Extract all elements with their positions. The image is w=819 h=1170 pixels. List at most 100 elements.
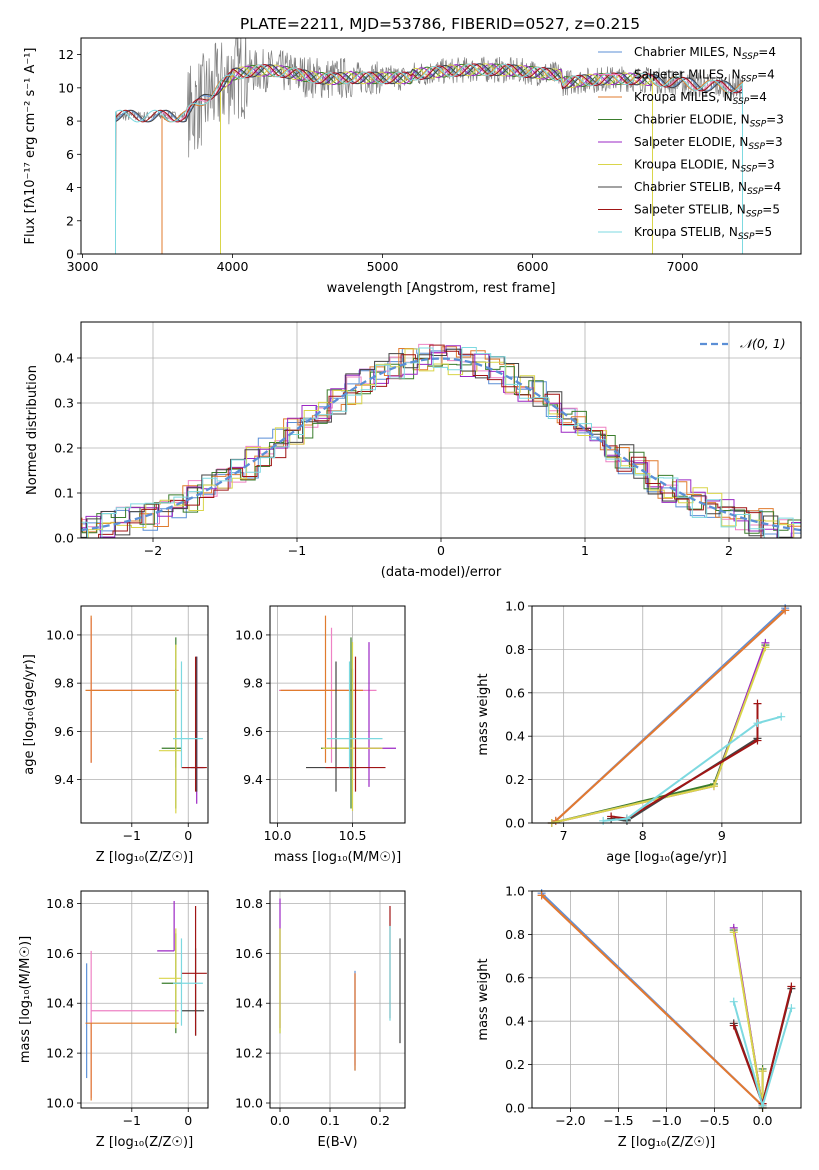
y-tick-label: 9.6 [243,724,263,739]
mass-weight-vs-age-panel: 7 8 9 0.0 0.2 0.4 0.6 0.8 1.0 age [log₁₀(age/yr)]… [476,599,802,865]
axes-frame [80,890,209,1109]
y-tick-label: 0.2 [54,441,74,456]
y-tick-label: 9.4 [243,772,263,787]
errorbar [173,661,203,768]
x-tick-label: 1 [581,543,589,558]
errorbar [322,642,383,811]
y-tick-label: 0.8 [505,927,525,942]
legend-entry: Salpeter MILES, NSSP=4 [634,68,775,85]
errorbar [161,637,182,809]
errorbar [182,656,206,792]
axes-frame [80,37,802,255]
x-tick-label: 8 [639,828,647,843]
plus-marker [781,606,790,615]
errorbar [321,637,381,809]
plus-marker [753,699,762,708]
x-tick-label: 7 [560,828,568,843]
x-tick-label: −0.5 [699,1113,729,1128]
legend-entry-subscript: SSP [741,75,758,85]
legend-entry: Kroupa MILES, NSSP=4 [634,90,767,107]
legend-entry-count: =4 [749,90,767,104]
y-axis-label: mass [log₁₀(M/M☉)] [18,936,33,1063]
y-tick-label: 0.8 [505,642,525,657]
x-tick-label: 4000 [217,259,249,274]
legend-entry-count: =4 [758,45,776,59]
x-tick-label: 3000 [67,259,99,274]
y-tick-label: 10.0 [46,627,74,642]
y-tick-label: 0.2 [505,1057,525,1072]
y-tick-label: 0.4 [505,1014,525,1029]
y-tick-label: 9.6 [54,724,74,739]
plus-marker [777,712,786,721]
x-tick-label: 6000 [517,259,549,274]
x-tick-label: −1 [123,1113,141,1128]
y-tick-label: 10.6 [235,946,263,961]
legend-entry: Chabrier ELODIE, NSSP=3 [634,113,784,130]
errorbar [158,928,182,1029]
errorbar [85,1022,179,1101]
x-axis-label: mass [log₁₀(M/M☉)] [274,850,401,865]
residual-histogram [81,345,801,538]
y-tick-label: 4 [66,180,74,195]
mass-vs-EBV-panel: 0.0 0.1 0.2 10.0 10.2 10.4 10.6 10.8 E(B-V) [235,890,406,1150]
y-tick-label: 1.0 [505,599,525,614]
errorbar [327,661,383,768]
plus-marker [729,1021,738,1030]
x-tick-label: 9 [718,828,726,843]
plus-marker [622,814,631,823]
x-tick-label: 0 [437,543,445,558]
x-tick-label: 0 [184,1113,192,1128]
plus-marker [599,816,608,825]
legend-entry-count: =4 [764,180,782,194]
legend-entry-name: Salpeter STELIB, N [634,203,746,217]
x-tick-label: 5000 [367,259,399,274]
x-tick-label: −2 [144,543,162,558]
y-tick-label: 10.8 [46,896,74,911]
residual-histogram [81,348,801,538]
y-tick-label: 0.1 [54,486,74,501]
errorbar [181,948,205,1036]
x-axis-label: Z [log₁₀(Z/Z☉)] [96,1135,193,1150]
legend-entry-name: Chabrier ELODIE, N [634,113,750,127]
legend-entry-name: Kroupa ELODIE, N [634,158,741,172]
legend-entry-subscript: SSP [748,142,765,152]
legend-entry-subscript: SSP [738,232,755,242]
x-tick-label: 0.2 [370,1113,390,1128]
y-tick-label: 9.4 [54,772,74,787]
y-tick-label: 8 [66,114,74,129]
model-spectrum-line [220,63,653,254]
spectrum-panel: 3000 4000 5000 6000 7000 0 2 4 6 8 10 12 wavelength … [23,37,802,296]
x-tick-label: 0.0 [753,1113,773,1128]
y-tick-label: 0.4 [54,351,74,366]
legend-entry-subscript: SSP [747,187,764,197]
model-spectrum-line [220,63,653,254]
y-tick-label: 6 [66,147,74,162]
mass-weight-line [540,894,764,1107]
errorbar [181,656,207,792]
plus-marker [787,982,796,991]
histogram-lines [81,343,801,538]
plus-marker [709,782,718,791]
y-axis-label: age [log₁₀(age/yr)] [22,654,37,775]
y-tick-label: 2 [66,213,74,228]
legend-entry: Chabrier MILES, NSSP=4 [634,45,776,62]
errorbar [85,615,179,763]
x-axis-label: age [log₁₀(age/yr)] [606,850,727,865]
y-tick-label: 0.0 [505,1101,525,1116]
mass-weight-line [555,609,786,822]
x-axis-label: Z [log₁₀(Z/Z☉)] [96,850,193,865]
y-tick-label: 10.2 [235,1046,263,1061]
legend-entry-name: Salpeter MILES, N [634,68,741,82]
legend-entry-subscript: SSP [750,120,767,130]
age-vs-mass-panel: 10.0 10.5 9.4 9.6 9.8 10.0 mass [log₁₀(M/M☉)] [235,605,406,865]
y-tick-label: 10.4 [46,996,74,1011]
legend-entry-name: Chabrier STELIB, N [634,180,747,194]
legend-entry-name: Kroupa MILES, N [634,90,733,104]
y-tick-label: 10.2 [46,1046,74,1061]
errorbar [90,950,179,1099]
x-axis-label: Z [log₁₀(Z/Z☉)] [618,1135,715,1150]
y-tick-label: 9.8 [243,676,263,691]
y-tick-label: 10.8 [235,896,263,911]
y-tick-label: 0.2 [505,772,525,787]
